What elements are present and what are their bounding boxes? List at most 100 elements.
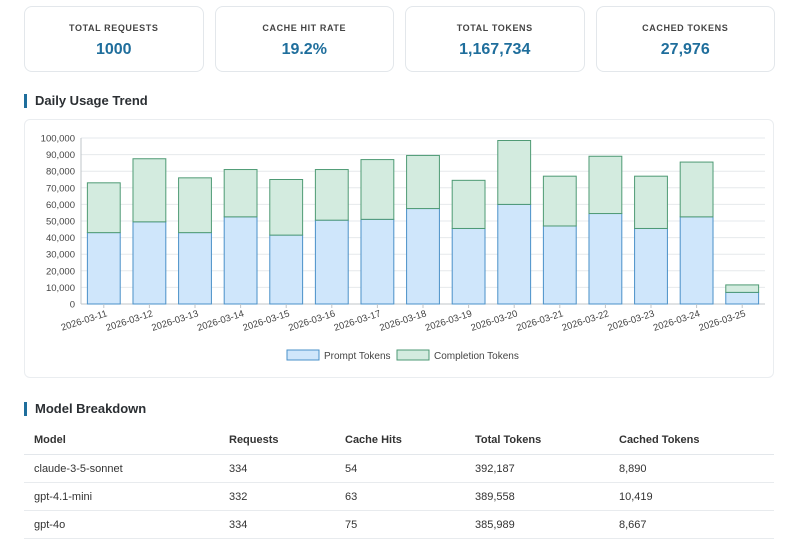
legend-label-prompt: Prompt Tokens [324, 351, 391, 362]
stat-value: 19.2% [281, 41, 327, 58]
cell-cached-tokens: 10,419 [609, 482, 774, 511]
bar-completion-2026-03-12 [132, 158, 167, 223]
y-tick-label: 100,000 [41, 134, 75, 145]
cell-total-tokens: 389,558 [465, 482, 609, 511]
bar-prompt-2026-03-23 [634, 227, 668, 305]
stat-card-total-requests: TOTAL REQUESTS 1000 [24, 6, 204, 72]
model-breakdown-table: Model Requests Cache Hits Total Tokens C… [24, 425, 774, 539]
cell-total-tokens: 392,187 [465, 454, 609, 483]
column-header-cache-hits: Cache Hits [335, 425, 465, 455]
bar-completion-2026-03-13 [178, 177, 212, 234]
bar-completion-2026-03-24 [679, 161, 714, 218]
cell-cache-hits: 54 [335, 454, 465, 483]
bar-prompt-2026-03-20 [497, 203, 532, 305]
x-tick-label: 2026-03-21 [515, 308, 565, 333]
y-tick-label: 0 [70, 300, 75, 311]
y-tick-label: 60,000 [46, 200, 75, 211]
bar-completion-2026-03-20 [497, 139, 532, 205]
bar-completion-2026-03-22 [588, 155, 623, 215]
x-tick-label: 2026-03-11 [60, 308, 109, 333]
table-row: gpt-4o 334 75 385,989 8,667 [24, 510, 774, 539]
column-header-model: Model [24, 425, 219, 455]
stat-value: 1000 [95, 41, 132, 58]
stat-label: CACHE HIT RATE [262, 23, 347, 33]
cell-cached-tokens: 8,667 [609, 510, 774, 539]
column-header-total-tokens: Total Tokens [465, 425, 609, 455]
x-tick-label: 2026-03-23 [606, 308, 656, 333]
bar-prompt-2026-03-12 [132, 221, 167, 305]
bar-completion-2026-03-11 [86, 182, 121, 234]
column-header-requests: Requests [219, 425, 335, 455]
x-tick-label: 2026-03-16 [287, 308, 337, 333]
bar-prompt-2026-03-25 [725, 291, 760, 305]
y-tick-label: 80,000 [46, 167, 75, 178]
y-tick-label: 30,000 [46, 250, 75, 261]
x-tick-label: 2026-03-13 [150, 308, 200, 333]
x-tick-label: 2026-03-25 [697, 308, 747, 333]
bar-prompt-2026-03-22 [588, 213, 623, 305]
x-tick-label: 2026-03-22 [561, 308, 611, 333]
stat-label: CACHED TOKENS [642, 23, 729, 33]
legend-swatch-completion [396, 349, 430, 361]
stat-card-cache-hit-rate: CACHE HIT RATE 19.2% [214, 6, 394, 72]
x-tick-label: 2026-03-15 [241, 308, 291, 333]
column-header-cached-tokens: Cached Tokens [609, 425, 774, 455]
bar-prompt-2026-03-21 [542, 225, 577, 305]
table-header-row: Model Requests Cache Hits Total Tokens C… [24, 425, 774, 455]
bar-completion-2026-03-25 [725, 284, 760, 293]
cell-model: gpt-4o [24, 510, 219, 539]
x-tick-label: 2026-03-24 [652, 308, 702, 333]
legend-label-completion: Completion Tokens [434, 351, 519, 362]
bar-completion-2026-03-19 [451, 179, 486, 229]
bar-prompt-2026-03-17 [360, 218, 395, 305]
bar-prompt-2026-03-14 [223, 216, 258, 305]
cell-cache-hits: 63 [335, 482, 465, 511]
daily-usage-chart-panel: 0 10,000 20,000 30,000 40,000 50,000 60,000 70,… [24, 119, 774, 378]
stat-value: 27,976 [660, 41, 710, 58]
bar-prompt-2026-03-15 [269, 234, 304, 305]
legend-swatch-prompt [286, 349, 320, 361]
bar-prompt-2026-03-18 [406, 208, 440, 305]
bar-completion-2026-03-14 [223, 169, 258, 218]
bar-completion-2026-03-16 [314, 169, 349, 221]
cell-model: claude-3-5-sonnet [24, 454, 219, 483]
x-tick-label: 2026-03-19 [424, 308, 474, 333]
table-row: gpt-4.1-mini 332 63 389,558 10,419 [24, 482, 774, 511]
stat-value: 1,167,734 [459, 41, 531, 58]
bar-prompt-2026-03-16 [314, 219, 349, 305]
stat-label: TOTAL TOKENS [456, 23, 533, 33]
stats-row: TOTAL REQUESTS 1000 CACHE HIT RATE 19.2%… [24, 6, 775, 72]
table-row: claude-3-5-sonnet 334 54 392,187 8,890 [24, 454, 774, 483]
stat-card-total-tokens: TOTAL TOKENS 1,167,734 [405, 6, 585, 72]
y-tick-label: 50,000 [46, 217, 75, 228]
bar-completion-2026-03-18 [406, 154, 440, 210]
stat-card-cached-tokens: CACHED TOKENS 27,976 [595, 6, 775, 72]
bar-completion-2026-03-15 [269, 179, 304, 236]
bar-completion-2026-03-23 [634, 175, 668, 229]
y-tick-label: 70,000 [46, 183, 75, 194]
y-tick-label: 40,000 [46, 233, 75, 244]
cell-cache-hits: 75 [335, 510, 465, 539]
x-tick-label: 2026-03-12 [105, 308, 155, 333]
section-title-model-breakdown: Model Breakdown [24, 402, 146, 416]
cell-requests: 334 [219, 510, 335, 539]
bar-prompt-2026-03-13 [178, 232, 212, 305]
cell-cached-tokens: 8,890 [609, 454, 774, 483]
x-tick-label: 2026-03-20 [469, 308, 519, 333]
section-title-daily-usage: Daily Usage Trend [24, 94, 148, 108]
stat-label: TOTAL REQUESTS [69, 23, 159, 33]
bar-completion-2026-03-21 [542, 175, 577, 227]
daily-usage-chart: 0 10,000 20,000 30,000 40,000 50,000 60,000 70,… [41, 134, 765, 362]
y-tick-label: 10,000 [46, 283, 75, 294]
cell-total-tokens: 385,989 [465, 510, 609, 539]
x-tick-label: 2026-03-18 [378, 308, 428, 333]
y-tick-label: 20,000 [46, 266, 75, 277]
cell-requests: 332 [219, 482, 335, 511]
bar-prompt-2026-03-11 [86, 232, 121, 305]
bar-prompt-2026-03-24 [679, 216, 714, 305]
x-tick-label: 2026-03-17 [333, 308, 383, 333]
cell-requests: 334 [219, 454, 335, 483]
bar-completion-2026-03-17 [360, 159, 395, 220]
x-tick-label: 2026-03-14 [196, 308, 246, 333]
y-tick-label: 90,000 [46, 150, 75, 161]
